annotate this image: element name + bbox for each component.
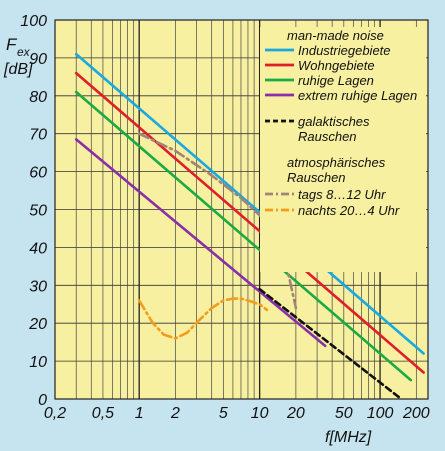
legend-label: Wohngebiete xyxy=(298,58,375,73)
legend-label: Rauschen xyxy=(287,170,346,185)
legend: man-made noiseIndustriegebieteWohngebiet… xyxy=(265,28,417,218)
legend-label: Industriegebiete xyxy=(298,43,391,58)
legend-label: Rauschen xyxy=(298,129,357,144)
y-tick-label: 100 xyxy=(20,13,47,30)
plot-border xyxy=(54,19,429,400)
y-tick-label: 50 xyxy=(29,203,47,220)
series-line-6 xyxy=(137,297,269,340)
x-axis-label: f[MHz] xyxy=(325,429,372,446)
y-tick-label: 70 xyxy=(29,127,47,144)
legend-label: tags 8…12 Uhr xyxy=(298,187,386,202)
x-tick-label: 1 xyxy=(135,405,144,422)
y-tick-label: 60 xyxy=(29,165,47,182)
series-line-4 xyxy=(258,287,403,401)
legend-label: ruhige Lagen xyxy=(298,73,374,88)
legend-label: man-made noise xyxy=(287,28,384,43)
y-axis-label-subscript: ex xyxy=(17,45,31,59)
x-tick-label: 5 xyxy=(219,405,228,422)
legend-label: galaktisches xyxy=(298,114,370,129)
series-line-3 xyxy=(74,138,327,348)
legend-background xyxy=(260,27,426,272)
x-tick-label: 100 xyxy=(367,405,394,422)
legend-label: extrem ruhige Lagen xyxy=(298,88,417,103)
y-axis-label-main: F xyxy=(6,35,18,54)
y-tick-label: 10 xyxy=(29,354,47,371)
legend-label: atmosphärisches xyxy=(287,155,386,170)
x-tick-label: 0,2 xyxy=(44,405,66,422)
x-tick-label: 20 xyxy=(286,405,305,422)
y-tick-labels: 0 10 20 30 40 50 60 70 80 90 100 xyxy=(20,13,47,409)
x-tick-label: 2 xyxy=(170,405,180,422)
y-tick-label: 80 xyxy=(29,89,47,106)
series-line-1 xyxy=(74,71,425,374)
y-tick-label: 90 xyxy=(29,51,47,68)
x-tick-labels: 0,2 0,5 1 2 5 10 20 50 100 200 xyxy=(44,405,430,422)
x-tick-label: 200 xyxy=(402,405,430,422)
y-tick-label: 40 xyxy=(29,240,47,257)
y-axis-label-unit: [dB] xyxy=(3,61,33,78)
y-tick-label: 0 xyxy=(38,392,47,409)
y-tick-label: 30 xyxy=(29,278,47,295)
x-tick-label: 10 xyxy=(251,405,269,422)
x-tick-label: 50 xyxy=(335,405,353,422)
series-line-2 xyxy=(74,90,413,382)
y-tick-label: 20 xyxy=(28,316,47,333)
legend-label: nachts 20…4 Uhr xyxy=(298,203,400,218)
series-line-0 xyxy=(74,52,425,355)
x-tick-label: 0,5 xyxy=(92,405,114,422)
